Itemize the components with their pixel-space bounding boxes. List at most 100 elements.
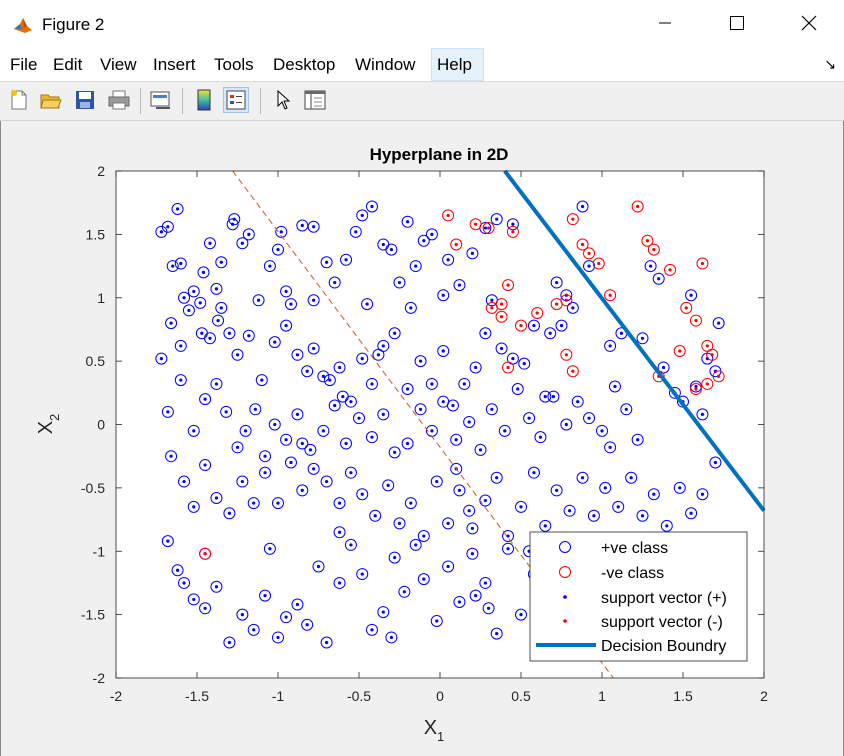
support-vector-pos-dot	[373, 514, 377, 518]
menu-window[interactable]: Window	[355, 55, 416, 74]
support-vector-pos-dot	[406, 441, 410, 446]
support-vector-pos-dot	[208, 241, 212, 245]
link-plot-button[interactable]	[148, 87, 174, 113]
support-vector-neg-dot	[705, 382, 709, 386]
pos-class-marker	[393, 517, 406, 530]
support-vector-pos-dot	[349, 543, 353, 547]
property-inspector-button[interactable]	[302, 87, 328, 113]
print-button[interactable]	[106, 87, 132, 113]
pos-class-marker	[382, 479, 395, 492]
support-vector-pos-dot	[325, 479, 329, 484]
pos-class-marker	[171, 203, 184, 216]
pos-class-marker	[199, 393, 212, 406]
support-vector-pos-dot	[360, 356, 364, 361]
pos-class-marker	[563, 504, 576, 517]
support-vector-pos-dot	[462, 382, 466, 386]
menu-tools[interactable]: Tools	[214, 55, 254, 74]
neg-class-marker	[689, 314, 702, 327]
support-vector-pos-dot	[187, 308, 191, 313]
insert-legend-button[interactable]	[223, 87, 249, 113]
support-vector-pos-dot	[268, 264, 272, 268]
support-vector-pos-dot	[490, 298, 494, 302]
menu-file[interactable]: File	[10, 55, 38, 74]
support-vector-pos-dot	[344, 441, 348, 446]
neg-class-marker	[664, 263, 677, 276]
support-vector-neg-dot	[564, 298, 568, 302]
pos-class-marker	[437, 289, 450, 302]
support-vector-pos-dot	[295, 412, 300, 416]
menu-help[interactable]: Help	[431, 48, 484, 81]
pos-class-marker	[550, 484, 563, 497]
legend[interactable]: +ve class -ve class support vector (+) s…	[529, 531, 748, 662]
support-vector-pos-dot	[182, 581, 186, 585]
support-vector-pos-dot	[700, 492, 705, 496]
y-axis-label-main: X	[35, 421, 57, 434]
pos-class-marker	[636, 332, 649, 345]
support-vector-neg-dot	[678, 349, 682, 353]
support-vector-pos-dot	[247, 334, 251, 338]
x-tick-label: -1.5	[185, 688, 209, 704]
support-vector-pos-dot	[337, 581, 342, 585]
support-vector-pos-dot	[441, 400, 445, 404]
support-vector-pos-dot	[247, 232, 251, 236]
edit-plot-arrow-icon	[277, 90, 291, 110]
pos-class-marker	[272, 497, 284, 510]
menu-view[interactable]: View	[100, 55, 137, 74]
edit-plot-button[interactable]	[270, 87, 296, 113]
pos-class-marker	[187, 285, 200, 298]
support-vector-pos-dot	[370, 628, 374, 632]
pos-class-marker	[361, 298, 374, 311]
support-vector-pos-dot	[312, 225, 316, 229]
menu-insert[interactable]: Insert	[153, 55, 196, 74]
open-file-button[interactable]	[38, 87, 64, 113]
print-icon	[108, 90, 130, 110]
pos-class-marker	[333, 361, 346, 374]
menu-desktop[interactable]: Desktop	[273, 55, 336, 74]
maximize-button[interactable]	[714, 6, 760, 40]
menu-edit[interactable]: Edit	[53, 55, 83, 74]
pos-class-marker	[280, 285, 293, 298]
support-vector-pos-dot	[316, 564, 321, 569]
pos-class-marker	[515, 500, 527, 513]
support-vector-pos-dot	[555, 488, 559, 493]
support-vector-neg-dot	[519, 324, 523, 328]
pos-class-marker	[685, 507, 698, 520]
insert-colorbar-button[interactable]	[191, 87, 217, 113]
support-vector-neg-dot	[474, 222, 478, 226]
support-vector-pos-dot	[284, 438, 288, 442]
pos-class-marker	[571, 395, 584, 408]
y-tick-label: -0.5	[81, 480, 105, 496]
pos-class-marker	[161, 535, 174, 548]
support-vector-pos-dot	[192, 597, 196, 602]
save-button[interactable]	[72, 87, 98, 113]
y-tick-label: -2	[93, 670, 106, 686]
pos-class-marker	[296, 484, 309, 497]
pos-class-marker	[231, 441, 244, 454]
support-vector-pos-dot	[268, 547, 272, 551]
support-vector-pos-dot	[435, 619, 439, 623]
minimize-button[interactable]	[642, 6, 688, 40]
pos-class-marker	[365, 377, 378, 390]
pos-class-marker	[317, 424, 330, 437]
support-vector-pos-dot	[256, 298, 261, 302]
support-vector-pos-dot	[252, 501, 256, 505]
menu-bar: File Edit View Insert Tools Desktop Wind…	[0, 48, 844, 82]
support-vector-neg-dot	[564, 353, 568, 357]
neg-class-marker	[641, 234, 654, 247]
support-vector-pos-dot	[219, 306, 223, 310]
support-vector-pos-dot	[519, 505, 523, 509]
support-vector-pos-dot	[214, 382, 219, 386]
y-tick-label: 2	[97, 163, 105, 179]
pos-class-marker	[644, 260, 657, 273]
support-vector-pos-dot	[441, 293, 445, 297]
pos-class-marker	[479, 576, 492, 589]
new-figure-button[interactable]	[6, 87, 32, 113]
dock-figure-icon[interactable]: ↘	[824, 56, 836, 72]
close-button[interactable]	[786, 6, 832, 40]
support-vector-pos-dot	[694, 384, 698, 389]
support-vector-pos-dot	[360, 492, 364, 496]
pos-class-marker	[673, 481, 686, 494]
support-vector-pos-dot	[389, 635, 393, 640]
y-tick-label: -1.5	[81, 607, 105, 623]
support-vector-pos-dot	[325, 260, 329, 264]
